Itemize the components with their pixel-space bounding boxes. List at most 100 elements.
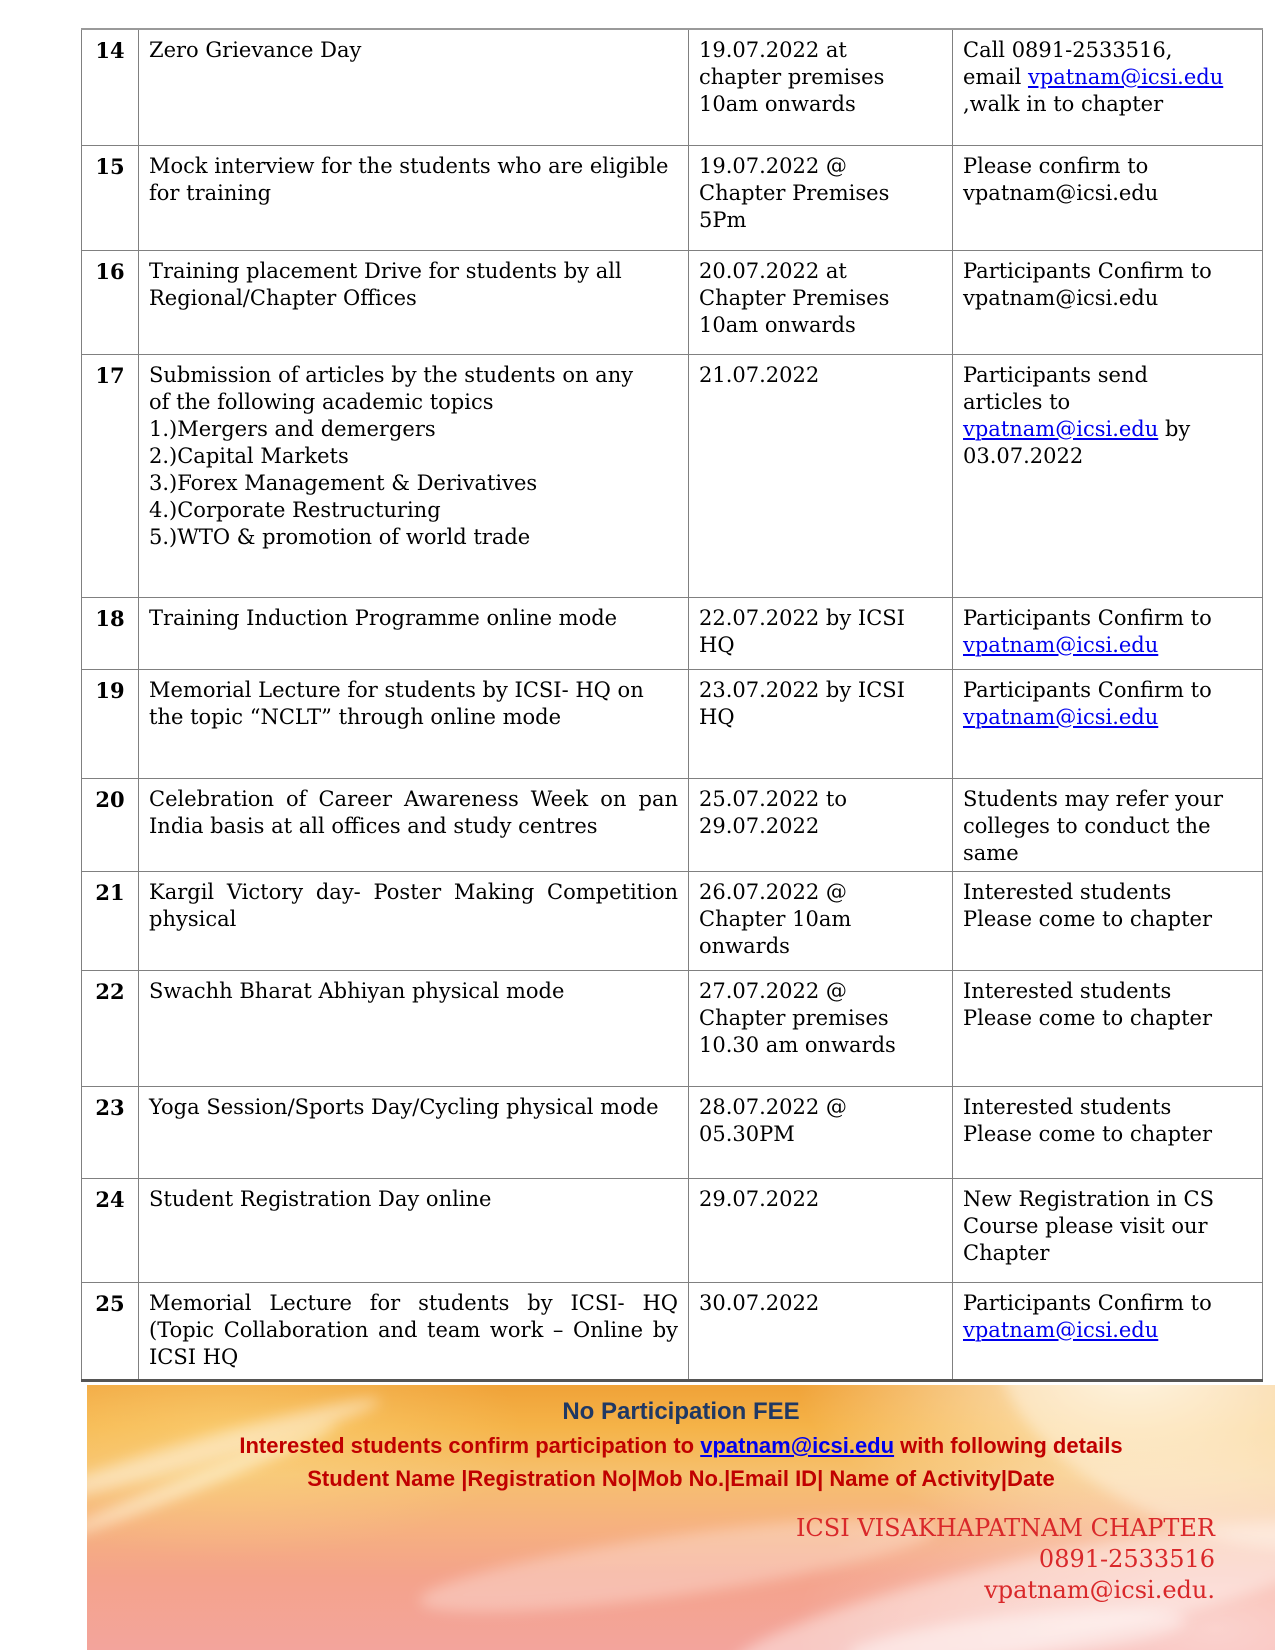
table-row: 21 Kargil Victory day- Poster Making Comp… [81,870,1263,971]
description-cell: Training placement Drive for students by… [138,249,689,355]
contact-text: Participants send [963,362,1148,387]
date-cell: 22.07.2022 by ICSI HQ [688,596,953,670]
contact-text: Please come to chapter [963,906,1213,931]
email-link[interactable]: vpatnam@icsi.edu [700,1433,895,1458]
banner-text-block: No Participation FEE Interested students… [87,1385,1275,1492]
date-cell: 30.07.2022 [688,1281,953,1381]
date-cell: 29.07.2022 [688,1177,953,1283]
chapter-name: ICSI VISAKHAPATNAM CHAPTER [795,1514,1215,1542]
row-number-cell: 20 [81,777,139,872]
contact-text: Please come to chapter [963,1121,1213,1146]
contact-text: Interested students [963,879,1172,904]
contact-cell: Participants Confirm to vpatnam@icsi.edu [952,668,1263,779]
description-cell: Swachh Bharat Abhiyan physical mode [138,969,689,1087]
contact-text: Please confirm to [963,153,1149,178]
email-link[interactable]: vpatnam@icsi.edu [1027,65,1224,89]
table-row: 24 Student Registration Day online 29.07.2… [81,1177,1263,1283]
row-number-cell: 19 [81,668,139,779]
row-number-cell: 24 [81,1177,139,1283]
email-link[interactable]: vpatnam@icsi.edu [963,416,1159,441]
row-number-cell: 17 [81,353,139,598]
contact-cell: Participants Confirm to vpatnam@icsi.edu [952,1281,1263,1381]
contact-text: articles to [963,389,1071,414]
contact-text: Students may refer your [963,786,1224,811]
description-cell: Zero Grievance Day [138,28,689,146]
row-number-cell: 14 [81,28,139,146]
contact-text: Participants Confirm to [963,1290,1212,1315]
date-cell: 27.07.2022 @ Chapter premises 10.30 am onw… [688,969,953,1087]
contact-cell: Participants Confirm to vpatnam@icsi.edu [952,249,1263,355]
row-number-cell: 16 [81,249,139,355]
table-row: 23 Yoga Session/Sports Day/Cycling physic… [81,1085,1263,1179]
contact-cell: Interested students Please come to chapte… [952,969,1263,1087]
contact-cell: Participants send articles to vpatnam@icsi… [952,353,1263,598]
row-number-cell: 18 [81,596,139,670]
table-row: 14 Zero Grievance Day 19.07.2022 at chapter… [81,28,1263,146]
table-row: 20 Celebration of Career Awareness Week o… [81,777,1263,872]
contact-text: colleges to conduct the [963,813,1211,838]
date-cell: 26.07.2022 @ Chapter 10am onwards [688,870,953,971]
row-number-cell: 25 [81,1281,139,1381]
contact-text: Call 0891-2533516, [963,38,1173,62]
table-row: 25 Memorial Lecture for students by ICSI-… [81,1281,1263,1381]
email-link[interactable]: vpatnam@icsi.edu [963,632,1159,657]
contact-text: Participants Confirm to [963,605,1212,630]
contact-cell: New Registration in CS Course please visi… [952,1177,1263,1283]
confirm-suffix: with following details [894,1433,1123,1458]
date-cell: 20.07.2022 at Chapter Premises 10am onward… [688,249,953,355]
contact-text: ,walk in to chapter [963,92,1164,116]
required-fields-line: Student Name |Registration No|Mob No.|Em… [307,1466,1055,1491]
no-participation-fee-heading: No Participation FEE [562,1398,800,1425]
row-number-cell: 22 [81,969,139,1087]
email-link[interactable]: vpatnam@icsi.edu [963,704,1159,729]
date-cell: 19.07.2022 at chapter premises 10am onward… [688,28,953,146]
contact-text: Interested students [963,978,1172,1003]
contact-text: Participants Confirm to [963,258,1212,283]
chapter-contact-block: ICSI VISAKHAPATNAM CHAPTER 0891-2533516 … [796,1513,1215,1606]
contact-cell: Participants Confirm to vpatnam@icsi.edu [952,596,1263,670]
description-cell: Celebration of Career Awareness Week on … [138,777,689,872]
description-cell: Student Registration Day online [138,1177,689,1283]
contact-text: by [1158,416,1191,441]
row-number-cell: 21 [81,870,139,971]
table-row: 15 Mock interview for the students who ar… [81,144,1263,251]
contact-text: same [963,840,1019,865]
date-cell: 21.07.2022 [688,353,953,598]
contact-text: Chapter [963,1240,1050,1265]
description-cell: Memorial Lecture for students by ICSI- H… [138,668,689,779]
contact-text: Participants Confirm to [963,677,1212,702]
chapter-phone: 0891-2533516 [1038,1545,1215,1573]
email-link[interactable]: vpatnam@icsi.edu [963,1317,1159,1342]
footer-banner: No Participation FEE Interested students… [87,1385,1275,1650]
date-cell: 28.07.2022 @05.30PM [688,1085,953,1179]
date-cell: 19.07.2022 @ Chapter Premises 5Pm [688,144,953,251]
description-cell: Yoga Session/Sports Day/Cycling physical… [138,1085,689,1179]
description-cell: Training Induction Programme online mode [138,596,689,670]
contact-text: Course please visit our [963,1213,1208,1238]
table-row: 16 Training placement Drive for students … [81,249,1263,355]
contact-cell: Interested students Please come to chapte… [952,1085,1263,1179]
events-table: 14 Zero Grievance Day 19.07.2022 at chapter… [81,28,1263,1382]
confirm-participation-line: Interested students confirm participatio… [87,1433,1275,1459]
date-cell: 25.07.2022 to 29.07.2022 [688,777,953,872]
contact-text: Please come to chapter [963,1005,1213,1030]
contact-cell: Please confirm to vpatnam@icsi.edu [952,144,1263,251]
description-cell: Mock interview for the students who are … [138,144,689,251]
row-number-cell: 23 [81,1085,139,1179]
description-cell: Memorial Lecture for students by ICSI- H… [138,1281,689,1381]
contact-cell: Students may refer your colleges to condu… [952,777,1263,872]
contact-text: 03.07.2022 [963,443,1084,468]
contact-text: vpatnam@icsi.edu [963,285,1159,310]
table-row: 18 Training Induction Programme online mo… [81,596,1263,670]
table-row: 22 Swachh Bharat Abhiyan physical mode 27.… [81,969,1263,1087]
contact-text: Interested students [963,1094,1172,1119]
date-cell: 23.07.2022 by ICSI HQ [688,668,953,779]
table-row: 19 Memorial Lecture for students by ICSI-… [81,668,1263,779]
contact-text: email [963,65,1028,89]
contact-cell: Interested students Please come to chapte… [952,870,1263,971]
row-number-cell: 15 [81,144,139,251]
confirm-prefix: Interested students confirm participatio… [239,1433,701,1458]
contact-cell: Call 0891-2533516, email vpatnam@icsi.edu… [952,28,1263,146]
contact-text: vpatnam@icsi.edu [963,180,1159,205]
